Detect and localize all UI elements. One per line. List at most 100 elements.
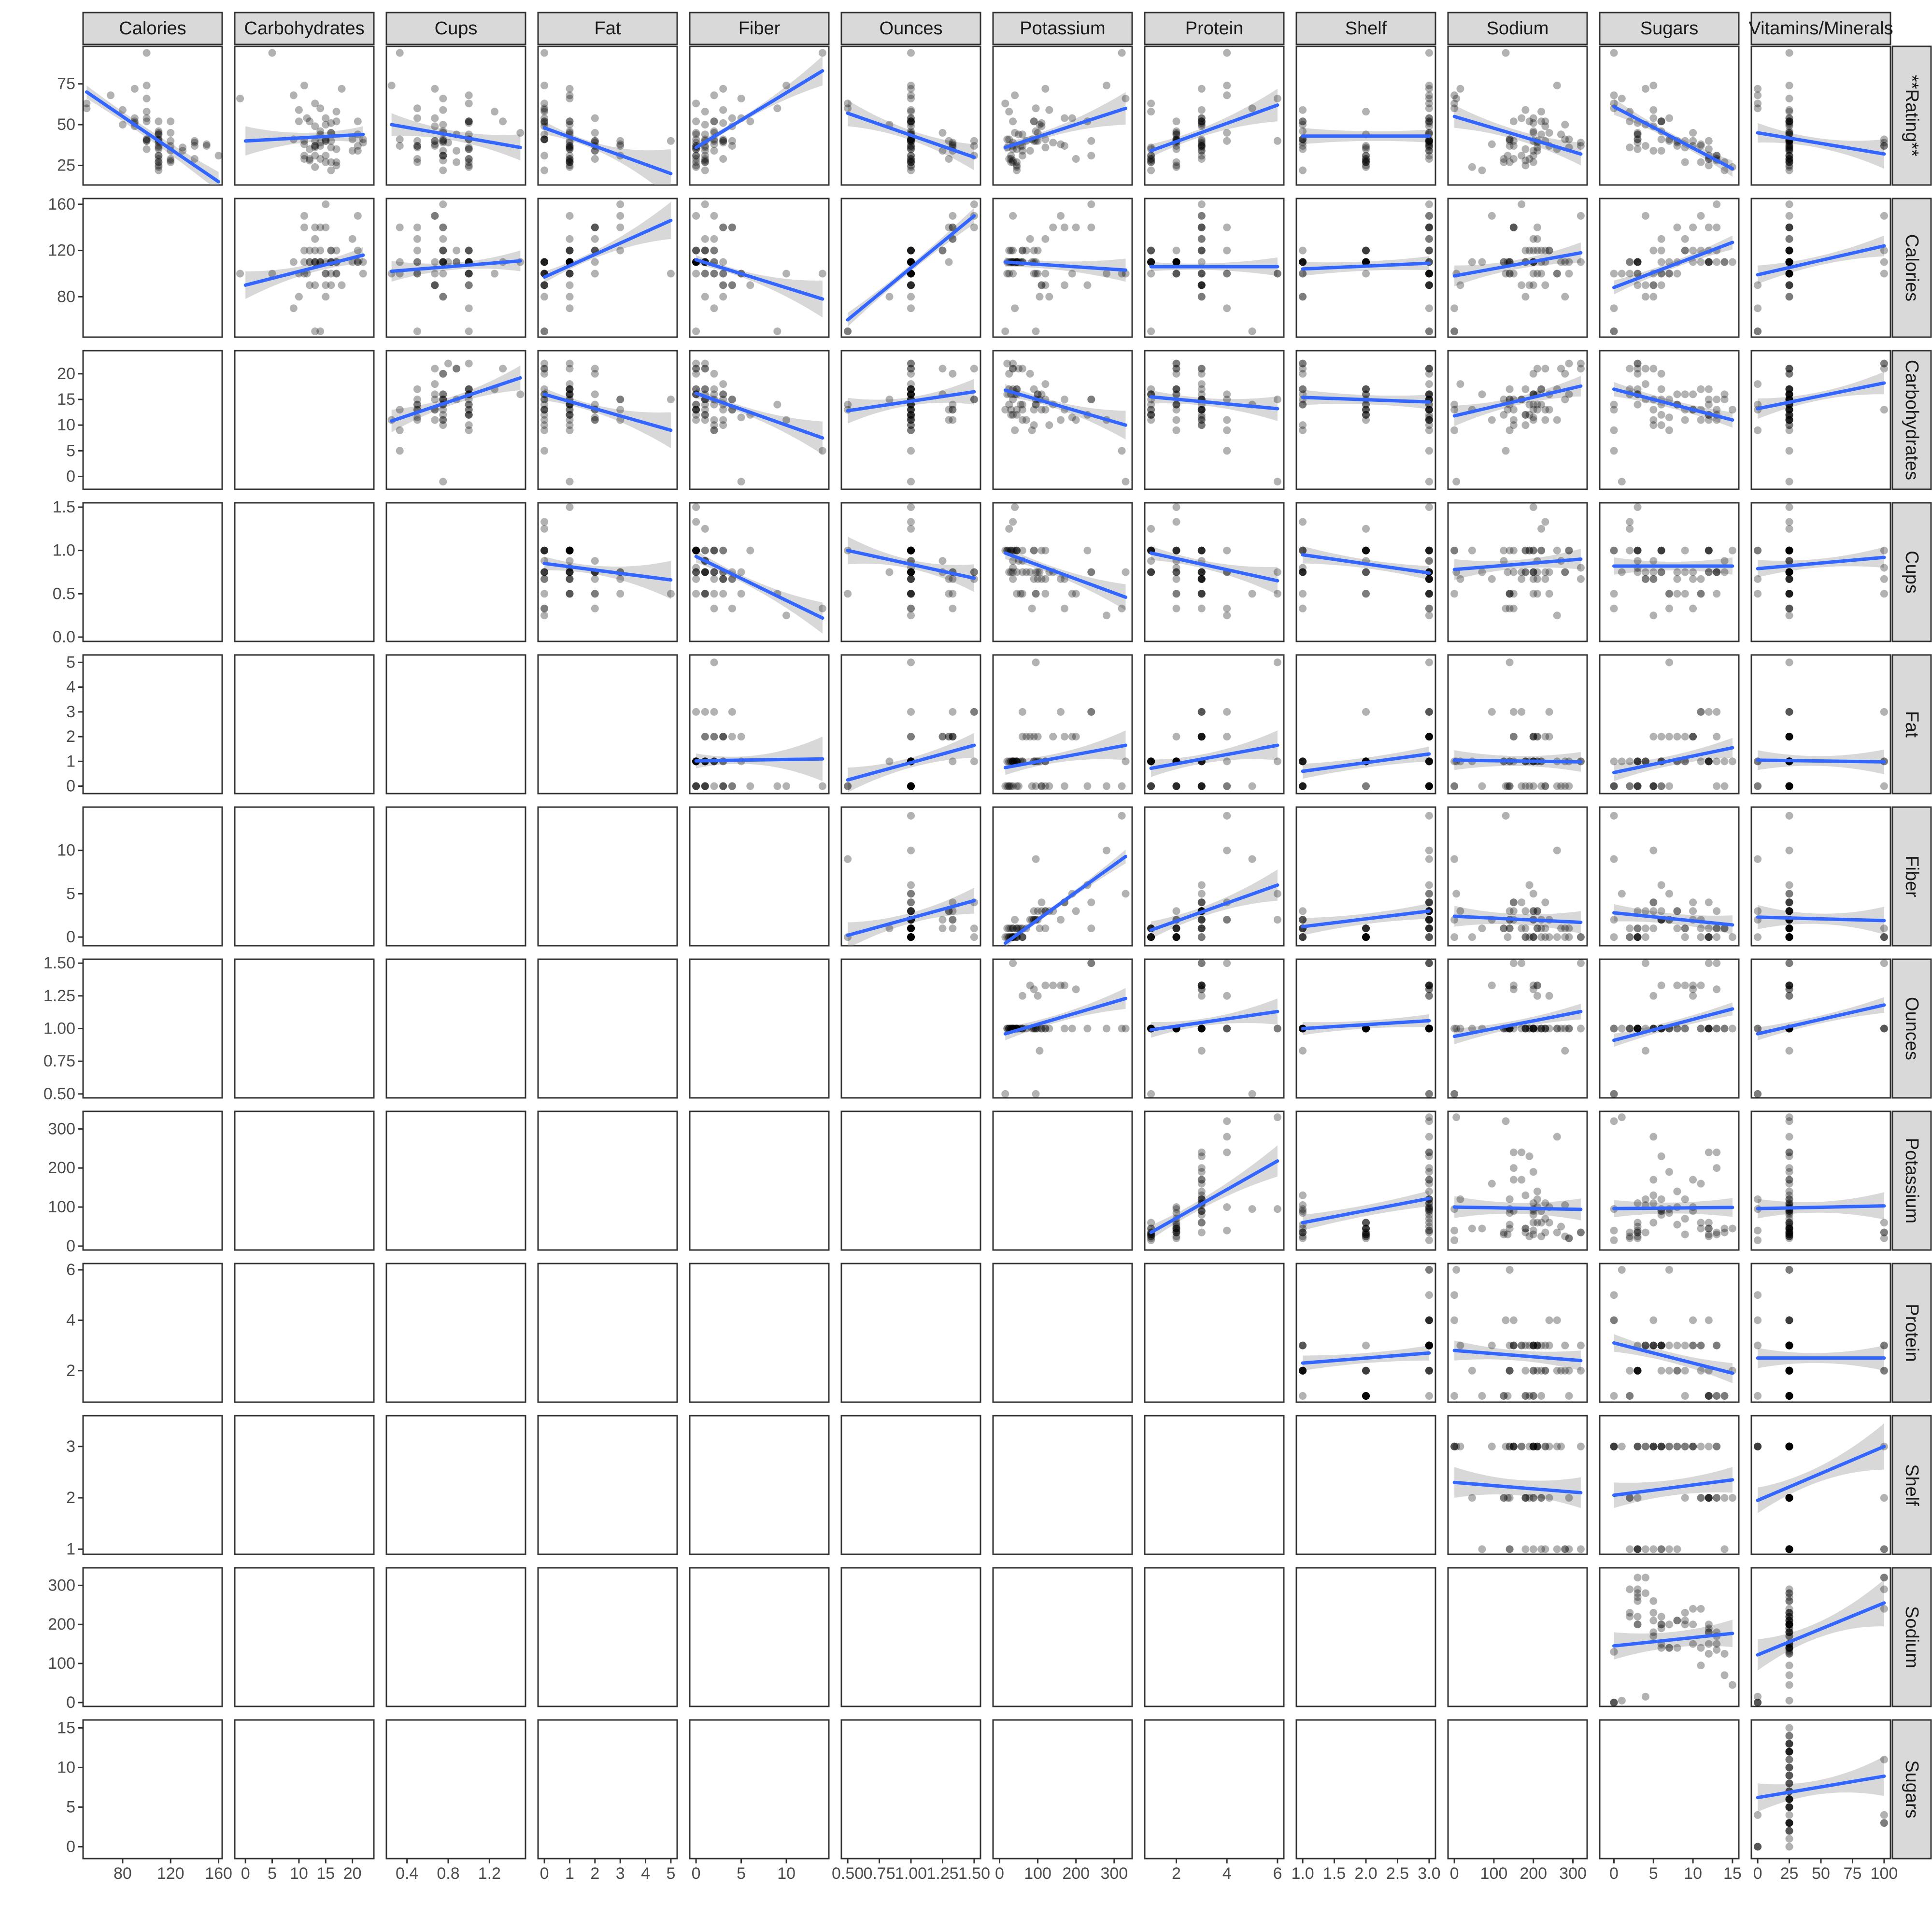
data-point <box>1197 1176 1206 1184</box>
data-point <box>1665 1442 1673 1450</box>
data-point <box>453 365 461 373</box>
data-point <box>1197 212 1206 220</box>
data-point <box>1172 258 1180 266</box>
data-point <box>1425 270 1433 278</box>
data-point <box>1001 99 1009 108</box>
data-point <box>1785 258 1793 266</box>
data-point <box>1541 1228 1549 1236</box>
column-strip-protein <box>1144 12 1285 45</box>
data-point <box>439 416 447 424</box>
data-point <box>1015 782 1023 790</box>
row-strip-sodium <box>1891 1567 1932 1707</box>
data-point <box>1299 258 1307 266</box>
data-point <box>540 152 549 160</box>
data-point <box>1713 907 1721 915</box>
data-point <box>1223 1024 1231 1033</box>
panel-background <box>537 45 678 186</box>
data-point <box>465 411 473 419</box>
data-point <box>1634 258 1642 266</box>
data-point <box>728 137 736 145</box>
data-point <box>728 396 736 403</box>
data-point <box>1005 246 1013 255</box>
data-point <box>1697 212 1705 220</box>
data-point <box>1785 235 1793 243</box>
data-point <box>907 158 915 166</box>
data-point <box>719 139 727 147</box>
data-point <box>692 161 700 170</box>
data-point <box>692 155 700 163</box>
data-point <box>1425 281 1433 289</box>
data-point <box>413 158 421 166</box>
data-point <box>1273 1024 1281 1033</box>
data-point <box>566 575 574 583</box>
panel-cups-vs-vitamins <box>1750 502 1891 642</box>
data-point <box>306 155 314 163</box>
data-point <box>1697 933 1705 941</box>
data-point <box>701 158 709 166</box>
data-point <box>1785 158 1793 166</box>
regression-line <box>1301 261 1431 271</box>
data-point <box>300 223 308 231</box>
data-point <box>1713 258 1721 266</box>
data-point <box>701 359 709 368</box>
data-point <box>844 400 852 409</box>
data-point <box>439 369 447 378</box>
data-point <box>1657 1195 1665 1203</box>
data-point <box>1785 416 1793 424</box>
data-point <box>396 447 404 455</box>
data-point <box>1506 1494 1514 1502</box>
data-point <box>1456 1341 1464 1350</box>
data-point <box>1641 924 1649 933</box>
data-point <box>1785 147 1793 155</box>
panel-potass-vs-calories <box>82 1110 223 1251</box>
data-point <box>1197 708 1206 716</box>
data-point <box>1425 413 1433 422</box>
data-point <box>1456 575 1464 583</box>
panel-calories-vs-shelf <box>1295 198 1436 338</box>
data-point <box>1197 281 1206 289</box>
data-point <box>1299 568 1307 576</box>
data-point <box>413 258 421 266</box>
data-point <box>540 546 549 554</box>
data-point <box>1785 568 1793 576</box>
data-point <box>1197 898 1206 907</box>
data-point <box>1785 142 1793 150</box>
data-point <box>540 166 549 174</box>
data-point <box>387 82 396 89</box>
data-point <box>1665 604 1673 612</box>
data-point <box>907 575 915 583</box>
panel-cups-vs-sugars <box>1599 502 1740 642</box>
panel-shelf-vs-vitamins <box>1750 1415 1891 1555</box>
regression-line <box>1301 396 1431 404</box>
data-point <box>1197 1047 1206 1055</box>
data-point <box>1705 416 1713 424</box>
data-point <box>907 406 915 414</box>
data-point <box>1013 406 1021 414</box>
data-point <box>413 270 421 278</box>
data-point <box>1034 390 1042 398</box>
data-point <box>1529 400 1537 409</box>
data-point <box>591 413 599 422</box>
data-point <box>1045 782 1053 790</box>
data-point <box>949 924 957 933</box>
data-point <box>1273 95 1281 102</box>
data-point <box>322 200 330 208</box>
data-point <box>1634 135 1642 143</box>
data-point <box>566 281 574 289</box>
data-point <box>1197 1024 1206 1033</box>
data-point <box>692 546 700 554</box>
data-point <box>1649 1219 1658 1227</box>
data-point <box>1754 85 1762 93</box>
data-point <box>692 246 700 255</box>
data-point <box>306 281 314 289</box>
data-point <box>1673 390 1681 398</box>
data-point <box>1223 223 1231 231</box>
data-point <box>1001 1090 1009 1098</box>
data-point <box>1362 108 1370 116</box>
data-point <box>1009 156 1017 165</box>
data-point <box>1456 85 1464 93</box>
data-point <box>1425 114 1433 122</box>
data-point <box>439 137 447 145</box>
panel-weight-vs-calories <box>82 958 223 1099</box>
data-point <box>719 575 727 583</box>
